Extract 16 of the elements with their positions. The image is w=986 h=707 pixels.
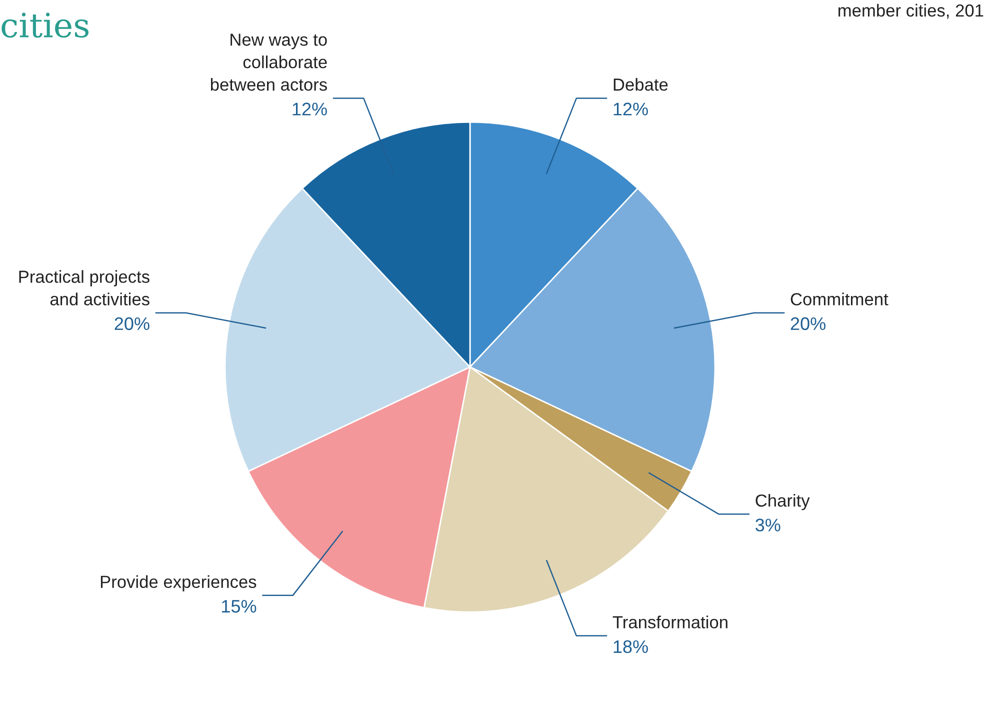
chart-subtitle: member cities, 201 <box>838 4 984 19</box>
data-label: 20% <box>790 317 826 330</box>
slice-label: Practical projects and activities <box>19 270 150 306</box>
data-label: 18% <box>614 640 648 654</box>
slice-label: Debate <box>614 78 668 91</box>
data-label: 15% <box>222 600 256 613</box>
slice-label: Commitment <box>790 292 888 306</box>
slice-label: Provide experiences <box>100 575 256 592</box>
slice-label: New ways to collaborate between actors <box>210 34 327 91</box>
data-label: 20% <box>114 317 150 330</box>
slice-label: Charity <box>756 494 810 510</box>
data-label: 12% <box>292 102 327 116</box>
data-label: 12% <box>614 102 648 116</box>
slice-label: Transformation <box>612 616 728 628</box>
chart-title: cities <box>2 12 89 38</box>
data-label: 3% <box>756 518 780 532</box>
